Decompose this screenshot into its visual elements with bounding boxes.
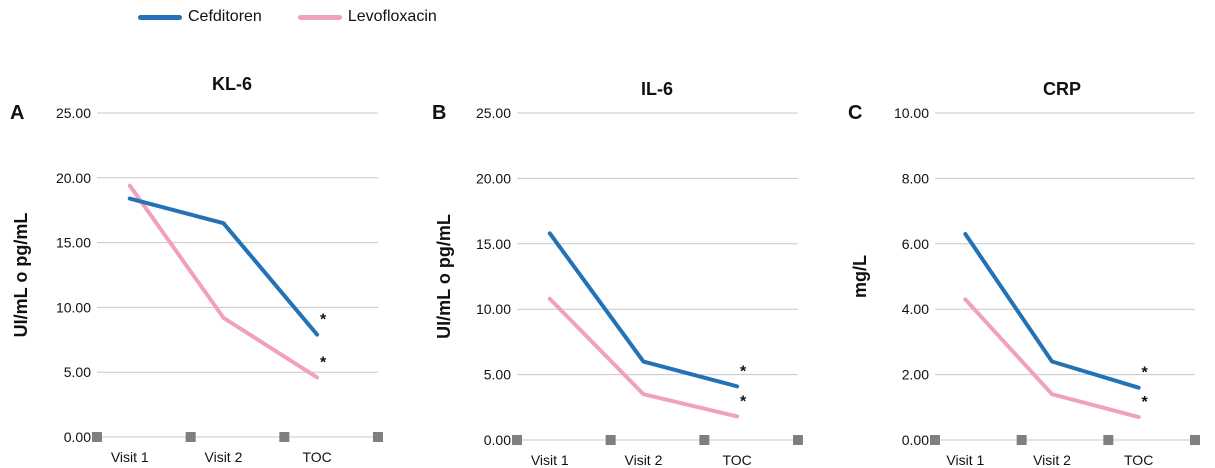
panel-b-baseline-marker [605, 435, 616, 445]
panel-b-ytick-label: 25.00 [476, 105, 511, 121]
panel-a-line-levofloxacin [127, 183, 320, 380]
panel-b-title: IL-6 [641, 79, 673, 99]
panel-c-ytick-label: 0.00 [902, 432, 929, 448]
panel-a-ytick-label: 15.00 [56, 235, 91, 251]
panel-b-line-cefditoren [547, 231, 740, 389]
panel-b-xtick-label: Visit 2 [625, 452, 663, 468]
panel-a-ylabel: UI/mL o pg/mL [11, 213, 31, 338]
panel-a-title: KL-6 [212, 74, 252, 94]
panel-a-ytick-label: 25.00 [56, 105, 91, 121]
panel-b-ytick-label: 15.00 [476, 236, 511, 252]
panel-c-significance-mark: * [1142, 394, 1149, 411]
panel-a-significance-mark: * [320, 354, 327, 371]
panel-c-ytick-label: 4.00 [902, 301, 929, 317]
panel-c-line-cefditoren [963, 231, 1141, 390]
panel-c-ytick-label: 2.00 [902, 367, 929, 383]
panel-c-ytick-label: 10.00 [894, 105, 929, 121]
legend-swatch-levofloxacin [297, 14, 342, 20]
panel-c-ylabel: mg/L [850, 255, 870, 298]
panel-a-baseline-marker [185, 432, 196, 442]
panel-b-ytick-label: 5.00 [484, 367, 511, 383]
panel-c-xtick-label: Visit 1 [946, 452, 984, 468]
panel-b-significance-mark: * [740, 363, 747, 380]
panel-a-baseline-marker [279, 432, 290, 442]
panel-b-ylabel: UI/mL o pg/mL [434, 214, 454, 339]
panel-c-line-levofloxacin [963, 297, 1141, 420]
panel-b-baseline-marker [699, 435, 710, 445]
legend-label-levofloxacin: Levofloxacin [347, 8, 437, 25]
panel-a-baseline-marker [373, 432, 383, 442]
legend-swatch-cefditoren [138, 14, 182, 20]
panel-b-baseline-marker [793, 435, 803, 445]
panel-a-baseline-marker [92, 432, 102, 442]
legend-item-levofloxacin: Levofloxacin [297, 8, 437, 26]
panel-c-xtick-label: Visit 2 [1033, 452, 1071, 468]
panel-c-baseline-marker [1190, 435, 1200, 445]
panel-b-ytick-label: 20.00 [476, 170, 511, 186]
panel-c-xtick-label: TOC [1124, 452, 1153, 468]
panel-a-significance-mark: * [320, 312, 327, 329]
panel-c-baseline-marker [930, 435, 940, 445]
panel-b-ytick-label: 0.00 [484, 432, 511, 448]
chart-legend: Cefditoren Levofloxacin [138, 8, 437, 26]
panel-a-xtick-label: Visit 1 [111, 449, 149, 465]
panel-c-baseline-marker [1103, 435, 1114, 445]
panel-a-ytick-label: 10.00 [56, 299, 91, 315]
panel-a-ytick-label: 0.00 [64, 429, 91, 445]
panel-c-ytick-label: 8.00 [902, 170, 929, 186]
panel-c-label: C [848, 102, 862, 124]
panel-b-line-levofloxacin [547, 296, 740, 419]
panel-b-ytick-label: 10.00 [476, 301, 511, 317]
panel-c-significance-mark: * [1142, 365, 1149, 382]
panel-b-label: B [432, 102, 446, 124]
panel-a-label: A [10, 102, 24, 124]
panel-c-ytick-label: 6.00 [902, 236, 929, 252]
panel-b-xtick-label: TOC [722, 452, 751, 468]
legend-label-cefditoren: Cefditoren [188, 8, 262, 25]
legend-item-cefditoren: Cefditoren [138, 8, 262, 26]
panel-a-xtick-label: Visit 2 [205, 449, 243, 465]
panel-a-xtick-label: TOC [302, 449, 331, 465]
panel-a-ytick-label: 20.00 [56, 170, 91, 186]
panel-a-ytick-label: 5.00 [64, 364, 91, 380]
panel-a-line-cefditoren [127, 196, 320, 337]
panel-c-title: CRP [1043, 79, 1081, 99]
panel-b-significance-mark: * [740, 393, 747, 410]
panel-b-baseline-marker [512, 435, 522, 445]
panel-c-baseline-marker [1016, 435, 1027, 445]
panel-b-xtick-label: Visit 1 [531, 452, 569, 468]
